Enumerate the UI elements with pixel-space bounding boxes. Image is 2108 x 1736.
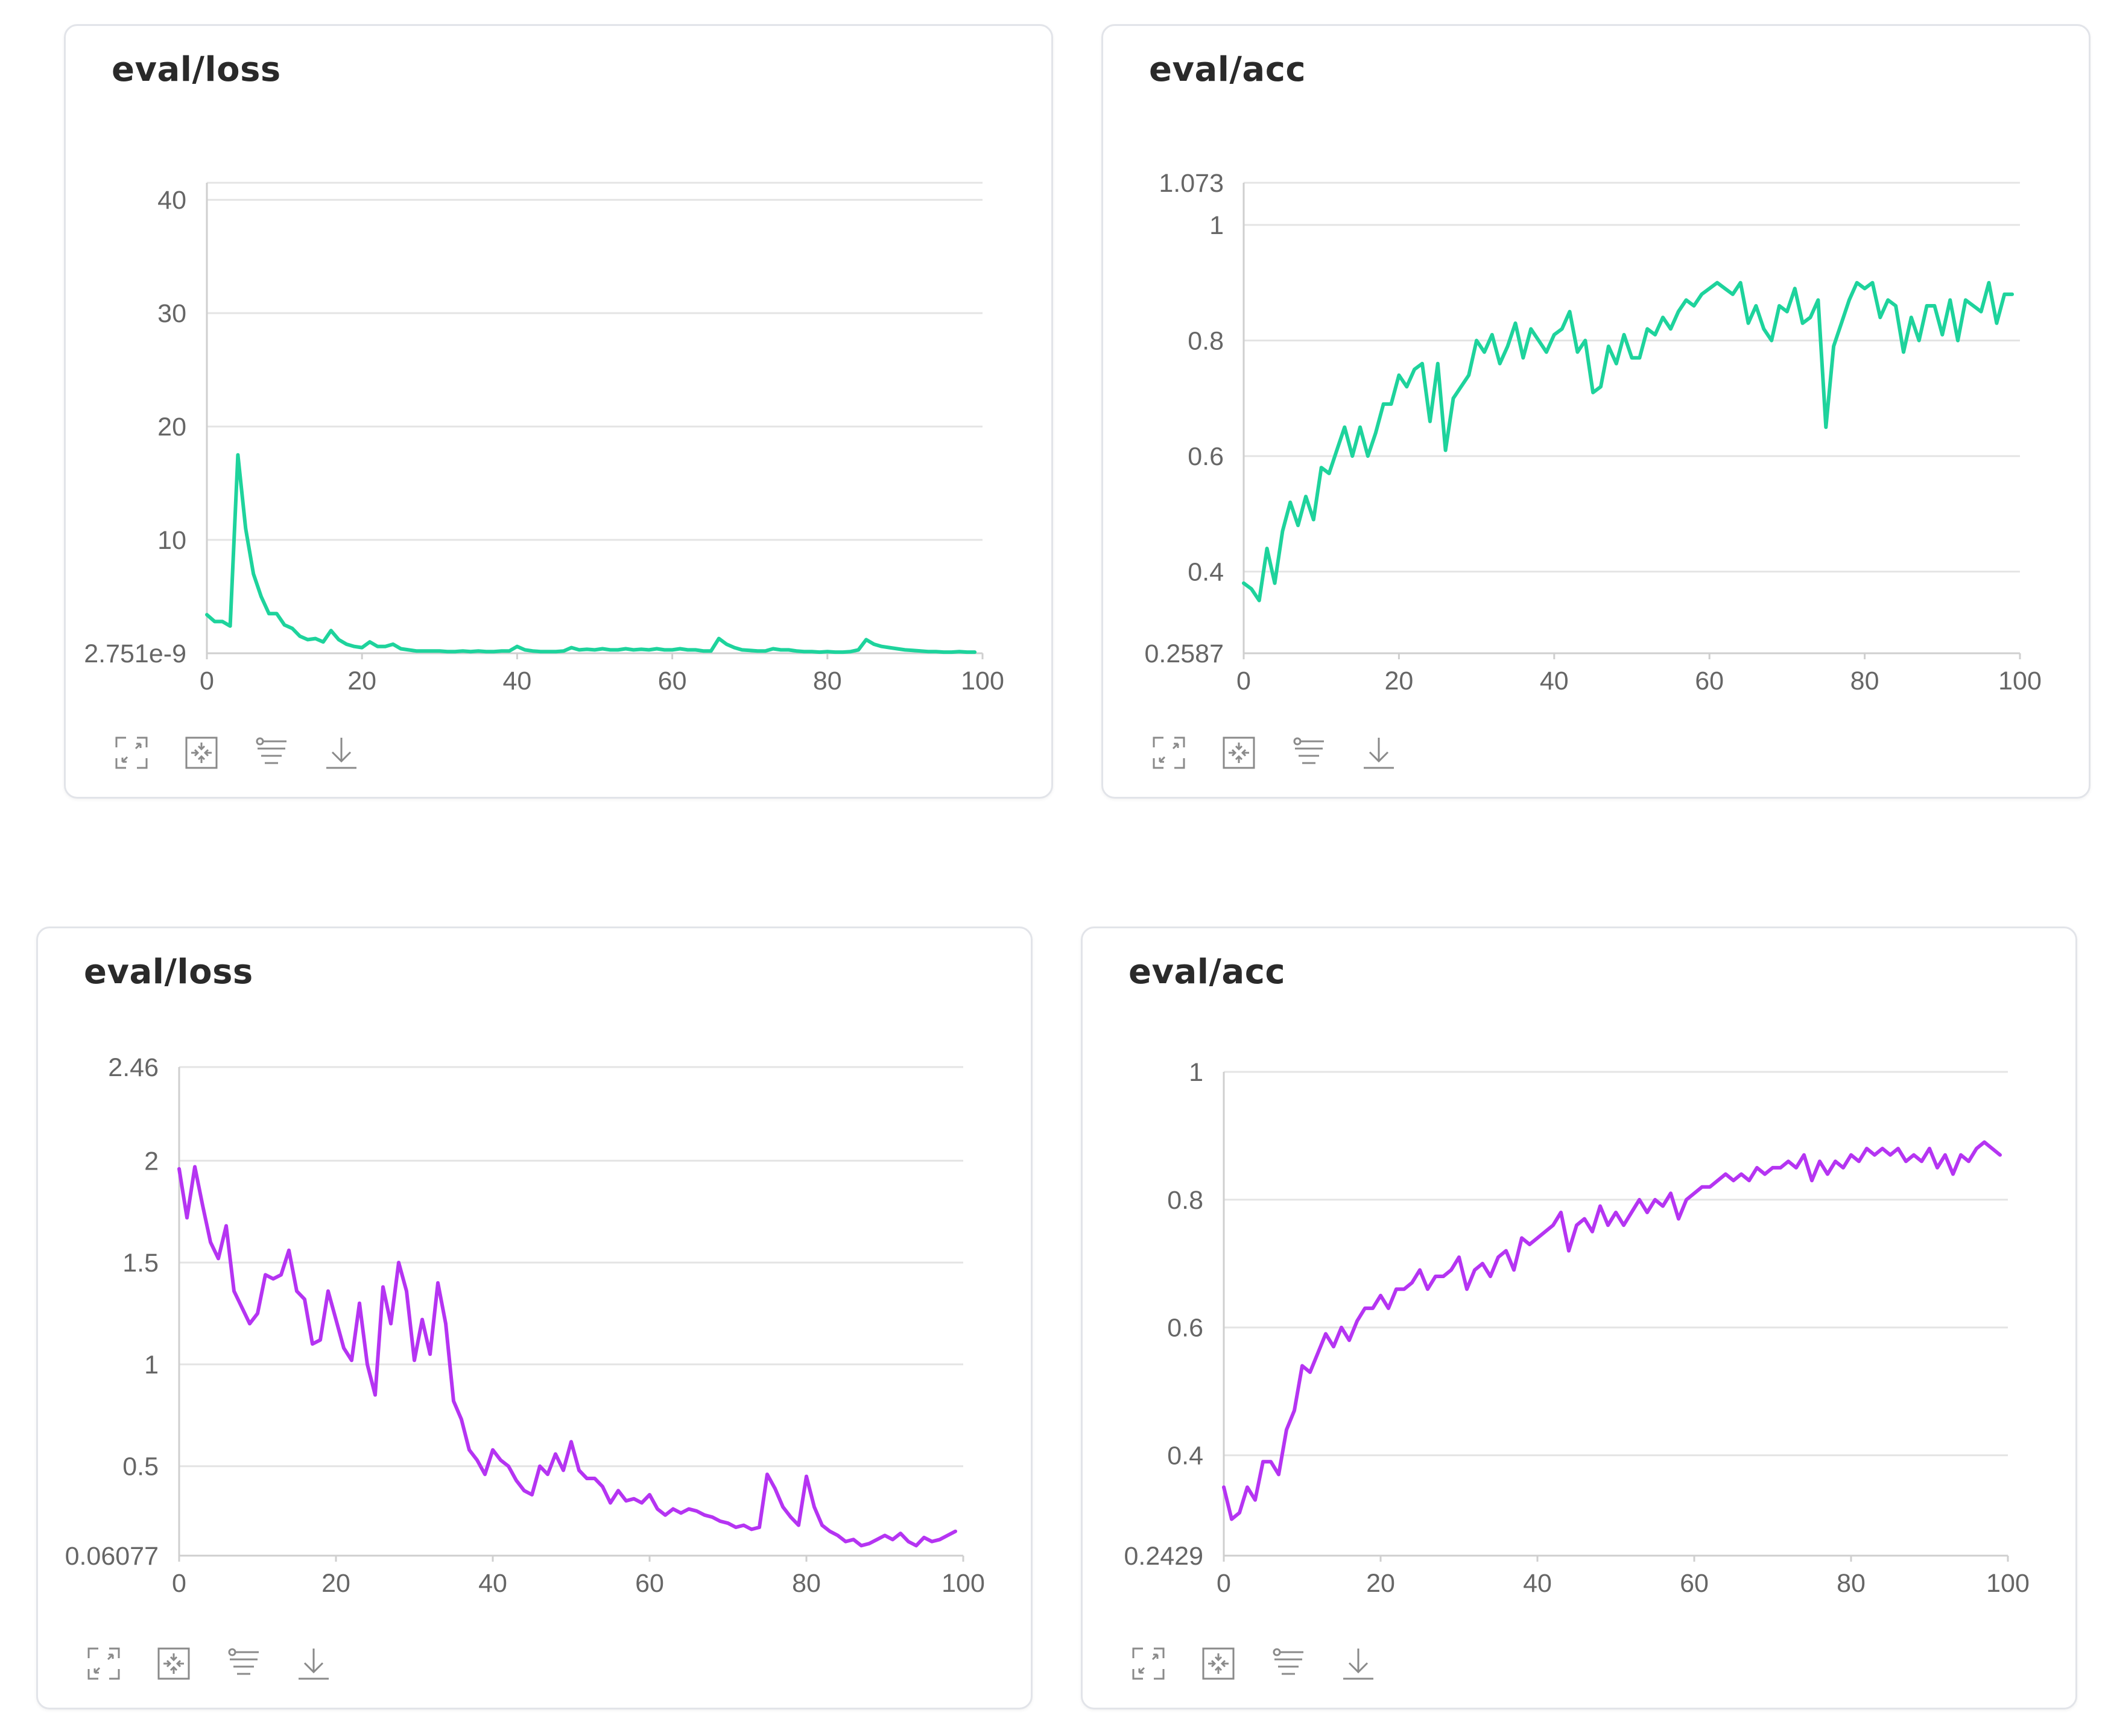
- download-button[interactable]: [321, 733, 361, 773]
- line-chart[interactable]: 0.2587 0.4 0.6 0.8 1 1.073 0 20 40 60 80 100: [1103, 26, 2092, 714]
- x-tick-label: 40: [478, 1569, 507, 1598]
- y-tick-label: 1.5: [122, 1249, 159, 1278]
- x-tick-label: 60: [1680, 1569, 1709, 1598]
- chart-title: eval/acc: [1128, 952, 1286, 992]
- x-tick-label: 0: [172, 1569, 186, 1598]
- x-tick-label: 40: [1540, 667, 1569, 695]
- filter-button[interactable]: [1289, 733, 1329, 773]
- y-tick-label: 10: [157, 526, 186, 555]
- x-tick-label: 60: [658, 667, 687, 695]
- series-line[interactable]: [1222, 1140, 2002, 1521]
- x-tick-label: 20: [321, 1569, 350, 1598]
- chart-card-loss-bottom: eval/loss 0.06077 0.5 1 1.5 2 2.46 0 20 40 60 80 10…: [36, 927, 1033, 1709]
- y-tick-label: 0.4: [1167, 1442, 1203, 1471]
- series-line[interactable]: [205, 453, 977, 654]
- x-tick-label: 80: [1837, 1569, 1866, 1598]
- filter-icon: [256, 737, 286, 764]
- chart-card-acc-top: eval/acc 0.2587 0.4 0.6 0.8 1 1.073 0 20 40 60 80 1…: [1101, 24, 2091, 799]
- chart-toolbar: [1149, 733, 1399, 773]
- fit-to-screen-button[interactable]: [182, 733, 221, 773]
- x-tick-label: 40: [1523, 1569, 1552, 1598]
- x-tick-label: 0: [200, 667, 214, 695]
- y-tick-label: 20: [157, 413, 186, 442]
- y-tick-label: 1: [144, 1351, 159, 1380]
- download-button[interactable]: [1359, 733, 1399, 773]
- y-tick-label: 0.5: [122, 1452, 159, 1481]
- y-tick-label: 0.4: [1188, 558, 1224, 587]
- x-tick-label: 0: [1217, 1569, 1231, 1598]
- x-tick-label: 80: [813, 667, 842, 695]
- expand-button[interactable]: [1128, 1644, 1168, 1684]
- series-line[interactable]: [1242, 280, 2015, 603]
- chart-toolbar: [1128, 1644, 1378, 1684]
- download-icon: [1364, 738, 1394, 769]
- chart-card-loss-top: eval/loss 2.751e-9 10 20 30 40 0 20 40 60 80 100: [64, 24, 1053, 799]
- chart-toolbar: [112, 733, 361, 773]
- y-tick-label: 1.073: [1159, 169, 1224, 198]
- x-tick-label: 60: [1695, 667, 1724, 695]
- filter-icon: [1273, 1648, 1303, 1675]
- x-tick-label: 40: [502, 667, 531, 695]
- y-tick-label: 30: [157, 299, 186, 328]
- y-tick-label: 0.06077: [65, 1542, 159, 1571]
- y-tick-label: 1: [1209, 211, 1224, 240]
- chart-title: eval/loss: [112, 50, 281, 89]
- download-icon: [1343, 1649, 1373, 1680]
- line-chart[interactable]: 0.06077 0.5 1 1.5 2 2.46 0 20 40 60 80 100: [38, 928, 1034, 1616]
- download-icon: [326, 738, 356, 769]
- expand-button[interactable]: [1149, 733, 1189, 773]
- chart-title: eval/loss: [84, 952, 253, 992]
- y-tick-label: 0.6: [1167, 1314, 1203, 1343]
- x-tick-label: 20: [1366, 1569, 1395, 1598]
- expand-icon: [1132, 1647, 1165, 1680]
- y-tick-label: 2.46: [108, 1053, 159, 1082]
- fit-to-screen-icon: [185, 737, 218, 769]
- download-button[interactable]: [1338, 1644, 1378, 1684]
- y-tick-label: 0.8: [1167, 1186, 1203, 1215]
- fit-to-screen-icon: [1223, 737, 1255, 769]
- fit-to-screen-icon: [1202, 1647, 1235, 1680]
- chart-title: eval/acc: [1149, 50, 1306, 89]
- filter-button[interactable]: [252, 733, 291, 773]
- x-tick-label: 100: [961, 667, 1004, 695]
- download-icon: [299, 1649, 329, 1680]
- x-tick-label: 100: [1998, 667, 2042, 695]
- x-tick-label: 100: [1986, 1569, 2030, 1598]
- x-tick-label: 20: [347, 667, 376, 695]
- chart-toolbar: [84, 1644, 334, 1684]
- expand-button[interactable]: [84, 1644, 124, 1684]
- x-tick-label: 100: [942, 1569, 985, 1598]
- chart-card-acc-bottom: eval/acc 0.2429 0.4 0.6 0.8 1 0 20 40 60 80 100: [1081, 927, 2077, 1709]
- expand-icon: [1153, 737, 1185, 769]
- y-tick-label: 0.2429: [1124, 1542, 1203, 1571]
- y-tick-label: 2: [144, 1147, 159, 1176]
- y-tick-label: 0.6: [1188, 442, 1224, 471]
- x-tick-label: 0: [1236, 667, 1251, 695]
- y-tick-label: 40: [157, 186, 186, 215]
- download-button[interactable]: [294, 1644, 334, 1684]
- y-tick-label: 2.751e-9: [84, 639, 186, 668]
- y-tick-label: 1: [1189, 1058, 1203, 1087]
- filter-icon: [1293, 737, 1324, 764]
- filter-button[interactable]: [224, 1644, 264, 1684]
- filter-button[interactable]: [1268, 1644, 1308, 1684]
- y-tick-label: 0.8: [1188, 327, 1224, 356]
- fit-to-screen-button[interactable]: [154, 1644, 194, 1684]
- expand-icon: [115, 737, 148, 769]
- fit-to-screen-button[interactable]: [1219, 733, 1259, 773]
- line-chart[interactable]: 0.2429 0.4 0.6 0.8 1 0 20 40 60 80 100: [1083, 928, 2079, 1616]
- x-tick-label: 80: [1850, 667, 1879, 695]
- x-tick-label: 20: [1384, 667, 1413, 695]
- x-tick-label: 60: [635, 1569, 664, 1598]
- expand-icon: [87, 1647, 120, 1680]
- y-tick-label: 0.2587: [1144, 639, 1224, 668]
- series-line[interactable]: [177, 1165, 957, 1548]
- fit-to-screen-icon: [157, 1647, 190, 1680]
- fit-to-screen-button[interactable]: [1198, 1644, 1238, 1684]
- filter-icon: [228, 1648, 259, 1675]
- line-chart[interactable]: 2.751e-9 10 20 30 40 0 20 40 60 80 100: [66, 26, 1055, 714]
- expand-button[interactable]: [112, 733, 151, 773]
- x-tick-label: 80: [792, 1569, 821, 1598]
